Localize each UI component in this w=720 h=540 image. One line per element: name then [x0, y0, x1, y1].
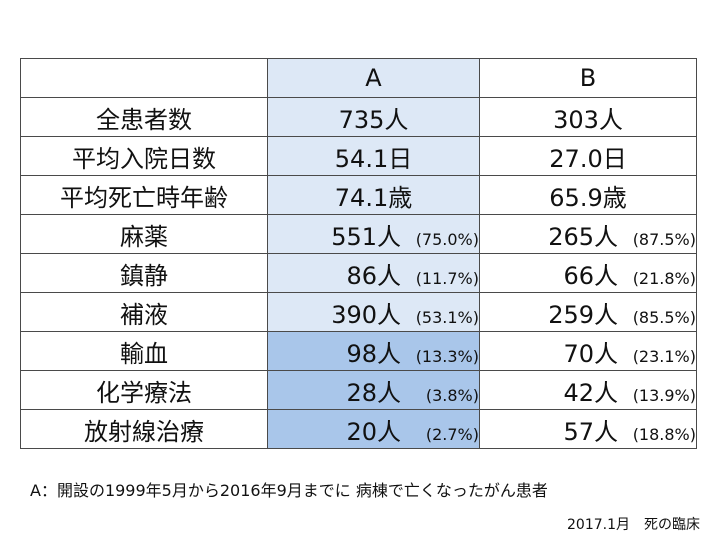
value-b: 303人: [553, 105, 623, 134]
value-b: 259人: [548, 300, 618, 329]
cell-b: 70人 (23.1%): [479, 331, 697, 371]
value-b: 57人: [563, 417, 618, 446]
cell-b: 42人 (13.9%): [479, 370, 697, 410]
cell-b: 265人 (87.5%): [479, 214, 697, 254]
cell-b: 303人: [479, 97, 697, 137]
percent-b: (21.8%): [632, 268, 696, 288]
cell-b: 65.9歳: [479, 175, 697, 215]
percent-a: (75.0%): [415, 229, 479, 249]
header-cell-b: B: [479, 58, 697, 98]
table-row: 平均入院日数 54.1日 27.0日: [20, 136, 697, 176]
value-a: 28人: [346, 378, 401, 407]
percent-b: (23.1%): [632, 346, 696, 366]
cell-a: 74.1歳: [267, 175, 480, 215]
value-a: 390人: [331, 300, 401, 329]
value-a: 54.1日: [334, 144, 413, 173]
cell-a: 735人: [267, 97, 480, 137]
table-row: 放射線治療 20人 (2.7%) 57人 (18.8%): [20, 409, 697, 449]
table-header-row: A B: [20, 58, 697, 98]
row-label: 麻薬: [20, 214, 268, 254]
value-a: 20人: [346, 417, 401, 446]
row-label: 鎮静: [20, 253, 268, 293]
header-cell-empty: [20, 58, 268, 98]
percent-b: (18.8%): [632, 424, 696, 444]
cell-a: 54.1日: [267, 136, 480, 176]
row-label: 輸血: [20, 331, 268, 371]
cell-a: 551人 (75.0%): [267, 214, 480, 254]
table-row: 化学療法 28人 (3.8%) 42人 (13.9%): [20, 370, 697, 410]
header-cell-a: A: [267, 58, 480, 98]
cell-b: 27.0日: [479, 136, 697, 176]
cell-a: 390人 (53.1%): [267, 292, 480, 332]
cell-a: 86人 (11.7%): [267, 253, 480, 293]
cell-a: 28人 (3.8%): [267, 370, 480, 410]
value-a: 74.1歳: [334, 183, 413, 212]
table-row: 鎮静 86人 (11.7%) 66人 (21.8%): [20, 253, 697, 293]
row-label: 平均死亡時年齢: [20, 175, 268, 215]
cell-b: 66人 (21.8%): [479, 253, 697, 293]
value-a: 86人: [346, 261, 401, 290]
percent-a: (11.7%): [415, 268, 479, 288]
percent-b: (13.9%): [632, 385, 696, 405]
percent-a: (2.7%): [425, 424, 479, 444]
value-b: 27.0日: [549, 144, 627, 173]
percent-a: (3.8%): [425, 385, 479, 405]
table-row: 補液 390人 (53.1%) 259人 (85.5%): [20, 292, 697, 332]
value-a: 98人: [346, 339, 401, 368]
row-label: 全患者数: [20, 97, 268, 137]
row-label: 補液: [20, 292, 268, 332]
value-b: 70人: [563, 339, 618, 368]
value-b: 66人: [563, 261, 618, 290]
cell-a: 20人 (2.7%): [267, 409, 480, 449]
percent-a: (13.3%): [415, 346, 479, 366]
cell-b: 259人 (85.5%): [479, 292, 697, 332]
table-row: 輸血 98人 (13.3%) 70人 (23.1%): [20, 331, 697, 371]
value-b: 42人: [563, 378, 618, 407]
value-a: 735人: [338, 105, 409, 134]
percent-b: (85.5%): [632, 307, 696, 327]
row-label: 平均入院日数: [20, 136, 268, 176]
percent-a: (53.1%): [415, 307, 479, 327]
source-citation: 2017.1月 死の臨床: [567, 517, 700, 533]
comparison-table: A B 全患者数 735人 303人 平均入院日数 54.1日 27.0日 平均…: [20, 58, 697, 449]
cell-b: 57人 (18.8%): [479, 409, 697, 449]
value-a: 551人: [331, 222, 401, 251]
cell-a: 98人 (13.3%): [267, 331, 480, 371]
row-label: 放射線治療: [20, 409, 268, 449]
row-label: 化学療法: [20, 370, 268, 410]
footnote: A：開設の1999年5月から2016年9月までに 病棟で亡くなったがん患者: [30, 481, 548, 500]
table-row: 全患者数 735人 303人: [20, 97, 697, 137]
table-row: 麻薬 551人 (75.0%) 265人 (87.5%): [20, 214, 697, 254]
value-b: 65.9歳: [549, 183, 627, 212]
percent-b: (87.5%): [632, 229, 696, 249]
table-row: 平均死亡時年齢 74.1歳 65.9歳: [20, 175, 697, 215]
value-b: 265人: [548, 222, 618, 251]
